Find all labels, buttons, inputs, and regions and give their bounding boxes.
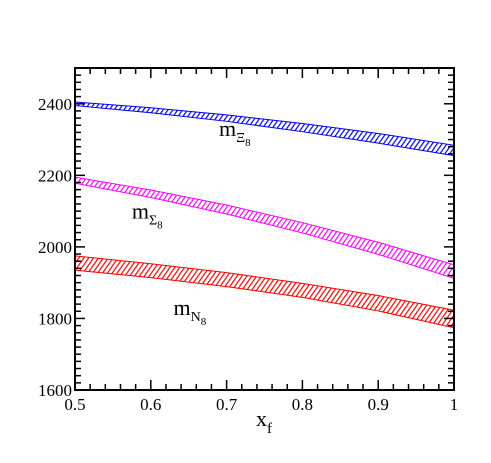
y-tick-label: 2400 <box>38 95 72 114</box>
series-band-1 <box>74 101 455 157</box>
series-band-3 <box>74 255 455 329</box>
x-axis-title-main: x <box>256 406 267 431</box>
tick-labels: 0.5 0.6 0.7 0.8 0.9 1 1600 1800 2000 2200 2400 <box>38 95 458 414</box>
series-label-2: mΣ8 <box>132 198 163 231</box>
series-annotations: mΞ8 mΣ8 mN8 <box>132 116 251 328</box>
y-tick-label: 1600 <box>38 381 72 400</box>
plot-frame <box>74 67 455 391</box>
y-tick-label: 1800 <box>38 309 72 328</box>
y-tick-label: 2200 <box>38 166 72 185</box>
x-tick-label: 0.6 <box>140 395 161 414</box>
x-tick-label: 0.9 <box>368 395 389 414</box>
x-tick-label: 1 <box>450 395 459 414</box>
x-tick-label: 0.5 <box>64 395 85 414</box>
x-axis-title-sub: f <box>267 421 272 437</box>
x-tick-label: 0.8 <box>292 395 313 414</box>
x-axis-title: xf <box>256 406 272 437</box>
y-tick-label: 2000 <box>38 238 72 257</box>
axis-ticks <box>74 67 455 391</box>
series-label-3: mN8 <box>174 295 207 328</box>
series-label-1: mΞ8 <box>219 116 251 149</box>
x-tick-label: 0.7 <box>216 395 238 414</box>
